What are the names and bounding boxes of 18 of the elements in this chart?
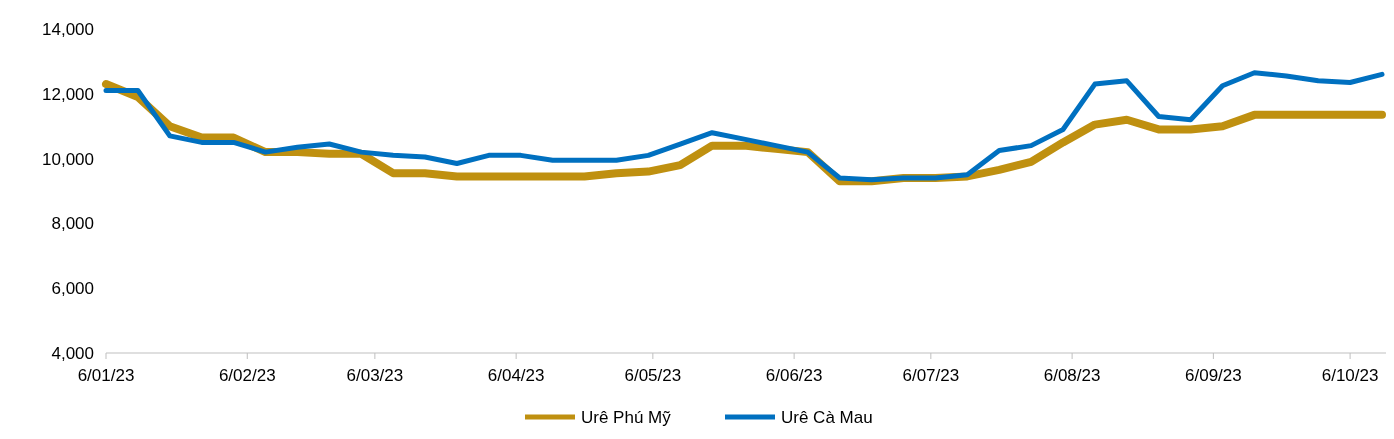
x-tick-label: 6/09/23: [1185, 366, 1242, 385]
legend-label: Urê Phú Mỹ: [581, 407, 672, 427]
y-tick-label: 10,000: [42, 149, 94, 169]
x-tick-label: 6/07/23: [902, 366, 960, 385]
x-tick-label: 6/02/23: [218, 366, 276, 385]
x-tick-label: 6/05/23: [624, 366, 682, 385]
y-tick-label: 6,000: [51, 279, 94, 299]
y-tick-label: 8,000: [51, 214, 94, 234]
y-tick-label: 4,000: [51, 343, 94, 363]
y-tick-label: 12,000: [42, 84, 94, 104]
x-tick-label: 6/10/23: [1321, 366, 1379, 385]
x-tick-label: 6/04/23: [487, 366, 545, 385]
x-tick-label: 6/08/23: [1043, 366, 1101, 385]
x-tick-label: 6/06/23: [765, 366, 823, 385]
x-tick-label: 6/03/23: [346, 366, 404, 385]
x-tick-label: 6/01/23: [77, 366, 135, 385]
y-tick-label: 14,000: [42, 19, 94, 39]
legend-label: Urê Cà Mau: [781, 407, 873, 427]
